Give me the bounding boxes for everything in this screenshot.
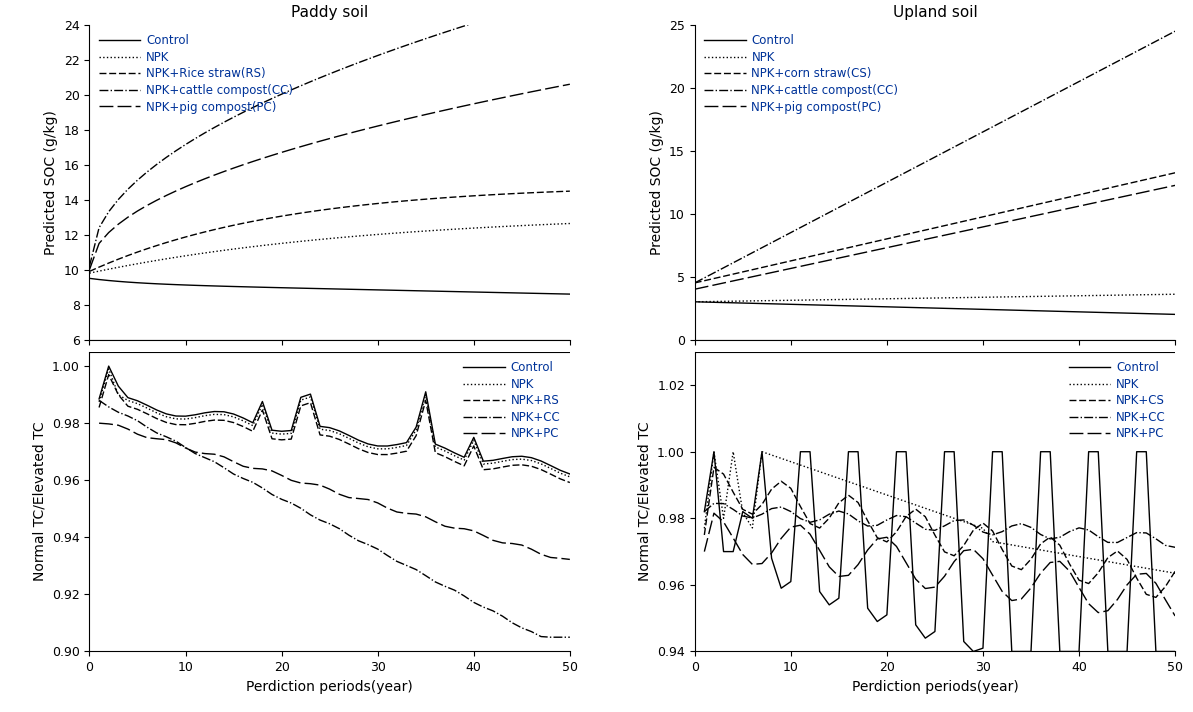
- Legend: Control, NPK, NPK+corn straw(CS), NPK+cattle compost(CC), NPK+pig compost(PC): Control, NPK, NPK+corn straw(CS), NPK+ca…: [700, 31, 902, 117]
- Title: Upland soil: Upland soil: [892, 4, 977, 20]
- Legend: Control, NPK, NPK+CS, NPK+CC, NPK+PC: Control, NPK, NPK+CS, NPK+CC, NPK+PC: [1065, 357, 1169, 444]
- X-axis label: Perdiction periods(year): Perdiction periods(year): [246, 680, 413, 693]
- Y-axis label: Normal TC/Elevated TC: Normal TC/Elevated TC: [32, 422, 47, 582]
- Title: Paddy soil: Paddy soil: [291, 4, 369, 20]
- Legend: Control, NPK, NPK+RS, NPK+CC, NPK+PC: Control, NPK, NPK+RS, NPK+CC, NPK+PC: [459, 357, 564, 444]
- Y-axis label: Predicted SOC (g/kg): Predicted SOC (g/kg): [649, 110, 663, 255]
- Y-axis label: Predicted SOC (g/kg): Predicted SOC (g/kg): [44, 110, 58, 255]
- Y-axis label: Normal TC/Elevated TC: Normal TC/Elevated TC: [637, 422, 651, 582]
- Legend: Control, NPK, NPK+Rice straw(RS), NPK+cattle compost(CC), NPK+pig compost(PC): Control, NPK, NPK+Rice straw(RS), NPK+ca…: [95, 31, 297, 117]
- X-axis label: Perdiction periods(year): Perdiction periods(year): [852, 680, 1019, 693]
